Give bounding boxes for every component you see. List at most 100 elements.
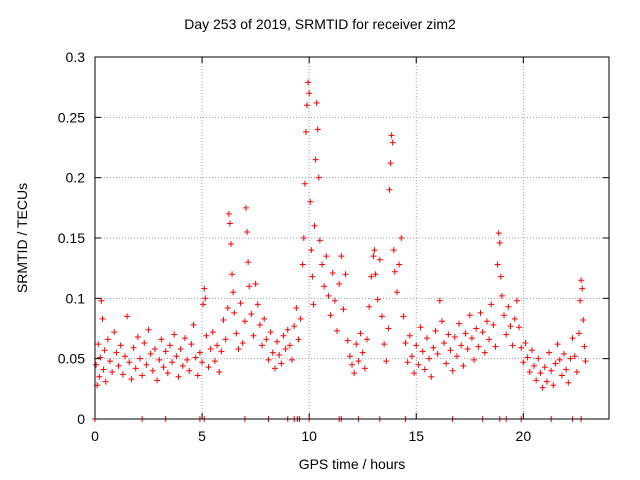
data-point [411, 370, 418, 377]
data-point [316, 237, 323, 244]
data-point [312, 156, 319, 163]
data-point [371, 247, 378, 254]
data-point [421, 366, 428, 373]
data-point [315, 174, 322, 181]
x-tick-label: 5 [198, 428, 206, 444]
data-point [531, 362, 538, 369]
data-point [119, 371, 126, 378]
data-point [516, 324, 523, 331]
data-point [396, 261, 403, 268]
data-point [143, 361, 150, 368]
data-point [400, 313, 407, 320]
data-point [205, 364, 212, 371]
data-point [419, 348, 426, 355]
data-point [124, 313, 131, 320]
data-point [136, 355, 143, 362]
y-tick-label: 0.25 [58, 109, 85, 125]
data-point [462, 330, 469, 337]
data-point [466, 312, 473, 319]
data-point [556, 356, 563, 363]
data-point [496, 239, 503, 246]
data-point [528, 347, 535, 354]
data-point [368, 273, 375, 280]
data-point [558, 372, 565, 379]
data-point [241, 318, 248, 325]
y-axis-label: SRMTID / TECUs [14, 182, 30, 294]
data-point [376, 256, 383, 263]
data-point [256, 321, 263, 328]
data-point [126, 359, 133, 366]
data-point [581, 343, 588, 350]
data-point [225, 210, 232, 217]
data-point [310, 301, 317, 308]
data-point [404, 359, 411, 366]
plot-frame [94, 56, 610, 420]
data-point [445, 331, 452, 338]
data-point [162, 348, 169, 355]
y-tick-label: 0 [77, 411, 85, 427]
data-point [235, 346, 242, 353]
data-point [160, 364, 167, 371]
data-point [166, 342, 173, 349]
y-tick-label: 0.1 [66, 290, 86, 306]
data-point [132, 365, 139, 372]
data-point [441, 339, 448, 346]
data-point [340, 306, 347, 313]
data-point [261, 315, 268, 322]
data-point [305, 79, 312, 86]
data-point [301, 180, 308, 187]
data-point [428, 373, 435, 380]
data-point [361, 365, 368, 372]
data-point [196, 349, 203, 356]
data-point [497, 273, 504, 280]
data-point [246, 283, 253, 290]
data-point [104, 336, 111, 343]
data-point [304, 102, 311, 109]
data-point [265, 356, 272, 363]
data-point [188, 341, 195, 348]
data-point [248, 311, 255, 318]
data-point [355, 358, 362, 365]
data-point [477, 309, 484, 316]
data-point [252, 280, 259, 287]
data-point [169, 359, 176, 366]
x-tick-label: 0 [91, 428, 99, 444]
data-point [239, 339, 246, 346]
data-point [302, 128, 309, 135]
data-point [181, 335, 188, 342]
data-point [154, 377, 161, 384]
data-point [297, 315, 304, 322]
data-point [231, 309, 238, 316]
data-point [471, 356, 478, 363]
x-axis-label: GPS time / hours [298, 456, 406, 472]
y-tick-label: 0.05 [58, 351, 85, 367]
data-point [226, 220, 233, 227]
data-point [93, 361, 100, 368]
data-point [254, 301, 261, 308]
data-point [334, 327, 341, 334]
data-point [145, 326, 152, 333]
data-point [385, 325, 392, 332]
data-point [353, 341, 360, 348]
data-point [128, 376, 135, 383]
data-point [494, 261, 501, 268]
data-point [179, 362, 186, 369]
y-tick-label: 0.2 [66, 170, 86, 186]
data-point [192, 354, 199, 361]
data-point [95, 341, 102, 348]
data-point [366, 303, 373, 310]
data-point [451, 333, 458, 340]
data-point [269, 349, 276, 356]
data-point [577, 297, 584, 304]
data-point [177, 346, 184, 353]
data-point [513, 297, 520, 304]
data-point [194, 372, 201, 379]
data-point [186, 367, 193, 374]
data-point [173, 353, 180, 360]
data-point [374, 296, 381, 303]
data-point [171, 331, 178, 338]
data-point [109, 368, 116, 375]
data-point [488, 301, 495, 308]
data-point [398, 235, 405, 241]
data-point [386, 186, 393, 193]
